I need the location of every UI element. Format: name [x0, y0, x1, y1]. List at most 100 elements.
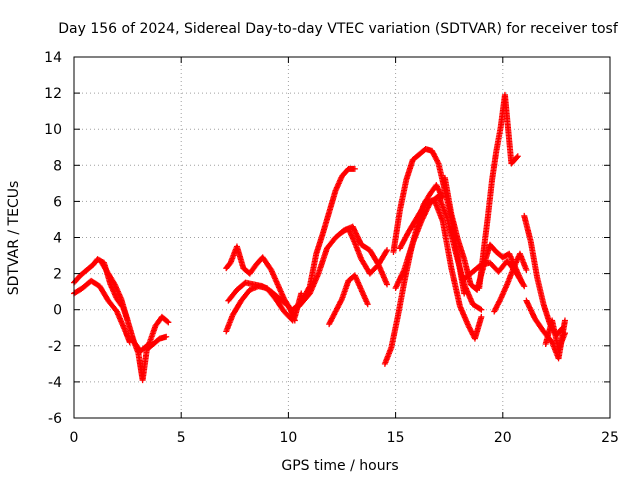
data-point-trail — [556, 331, 568, 351]
data-point-trail — [517, 252, 529, 272]
data-point-trail — [239, 288, 252, 303]
data-point-trail — [114, 309, 128, 333]
data-point — [384, 281, 391, 288]
y-tick-label: 10 — [44, 122, 62, 138]
data-point-trail — [297, 291, 312, 308]
data-point-trail — [273, 297, 287, 314]
data-point-trail — [410, 219, 424, 245]
data-point — [289, 317, 296, 324]
data-point-trail — [462, 269, 475, 282]
data-point-trail — [487, 242, 499, 254]
data-point-trail — [509, 154, 520, 166]
y-tick-label: 4 — [53, 231, 62, 247]
data-point-trail — [313, 232, 326, 256]
y-tick-label: -2 — [48, 339, 62, 355]
y-tick-label: 14 — [44, 50, 62, 66]
data-point-trail — [106, 271, 117, 287]
data-point-trail — [453, 250, 467, 286]
data-point-trail — [455, 237, 467, 261]
data-point-trail — [489, 149, 500, 182]
data-point-trail — [484, 178, 495, 220]
data-point-trail — [403, 158, 416, 182]
data-point-trail — [282, 309, 295, 323]
data-point-trail — [139, 347, 150, 382]
y-tick-label: 0 — [53, 303, 62, 319]
data-point-trail — [448, 266, 463, 308]
data-point-trail — [480, 216, 491, 254]
chart-title: Day 156 of 2024, Sidereal Day-to-day VTE… — [58, 21, 619, 37]
data-point-trail — [491, 297, 503, 314]
data-points — [71, 91, 568, 384]
y-tick-label: 6 — [53, 194, 62, 210]
x-axis-title: GPS time / hours — [281, 458, 398, 474]
data-point — [478, 306, 485, 313]
data-point-trail — [71, 273, 83, 285]
data-point-trail — [388, 315, 401, 350]
data-point — [521, 283, 528, 290]
data-point-trail — [436, 194, 450, 220]
data-point-trail — [501, 251, 511, 260]
data-point-trail — [527, 239, 540, 279]
data-point-trail — [472, 315, 484, 341]
data-point-trail — [151, 336, 162, 347]
data-point-trail — [223, 313, 236, 333]
data-point-trail — [106, 298, 119, 314]
data-point-trail — [340, 226, 351, 235]
data-point — [561, 317, 568, 324]
data-point-trail — [397, 230, 411, 250]
data-point-trail — [315, 246, 330, 276]
data-point-trail — [406, 215, 420, 234]
data-point-trail — [326, 309, 338, 326]
data-point-trail — [502, 93, 515, 165]
data-point — [523, 266, 530, 273]
data-point-trail — [84, 262, 96, 273]
data-point-trail — [359, 257, 373, 276]
data-point-trail — [410, 152, 422, 162]
tick-labels: 0 5 10 15 20 25 -6 -4 -2 0 2 4 6 8 10 12 14 — [44, 50, 619, 446]
data-point-trail — [367, 248, 381, 267]
data-point-trail — [89, 278, 102, 289]
data-point — [165, 319, 172, 326]
data-point-trail — [97, 284, 111, 303]
data-point-trail — [448, 212, 461, 241]
data-point-trail — [350, 225, 364, 247]
data-point-trail — [359, 242, 372, 253]
data-point-trail — [418, 201, 433, 223]
y-tick-label: -6 — [48, 411, 62, 427]
data-point-trail — [470, 262, 484, 274]
data-point-trail — [224, 260, 233, 271]
data-point-trail — [326, 189, 339, 214]
data-point-trail — [307, 252, 319, 288]
data-point-trail — [352, 241, 364, 261]
data-point-trail — [457, 304, 471, 328]
data-point-trail — [534, 275, 547, 306]
data-point-trail — [146, 324, 158, 346]
data-point-trail — [320, 210, 332, 236]
data-point-trail — [118, 297, 131, 323]
y-tick-label: 2 — [53, 267, 62, 283]
data-point-trail — [144, 341, 156, 352]
data-point-trail — [521, 214, 534, 243]
data-point-trail — [393, 268, 407, 290]
data-point-trail — [429, 149, 441, 166]
x-tick-label: 0 — [70, 430, 79, 446]
data-point-trail — [72, 285, 85, 296]
data-point-trail — [401, 241, 416, 272]
data-point-trail — [390, 208, 403, 254]
data-point-trail — [339, 279, 351, 301]
data-point-trail — [99, 261, 111, 276]
data-point — [351, 165, 358, 172]
data-point-trail — [230, 298, 244, 317]
data-point-trail — [226, 288, 239, 303]
data-point-trail — [138, 341, 151, 354]
data-point-trail — [414, 201, 428, 220]
data-point-trail — [260, 255, 274, 272]
data-point-trail — [234, 244, 246, 270]
data-point — [298, 290, 305, 297]
y-tick-label: 12 — [44, 86, 62, 102]
data-point-trail — [431, 198, 446, 223]
data-point — [561, 330, 568, 337]
data-point-trail — [367, 262, 381, 276]
data-point-trail — [434, 183, 446, 200]
data-point-trail — [333, 297, 345, 314]
